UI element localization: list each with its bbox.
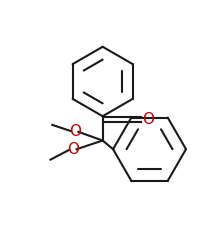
Text: O: O (69, 124, 81, 139)
Text: O: O (142, 112, 154, 127)
Text: O: O (67, 142, 79, 157)
